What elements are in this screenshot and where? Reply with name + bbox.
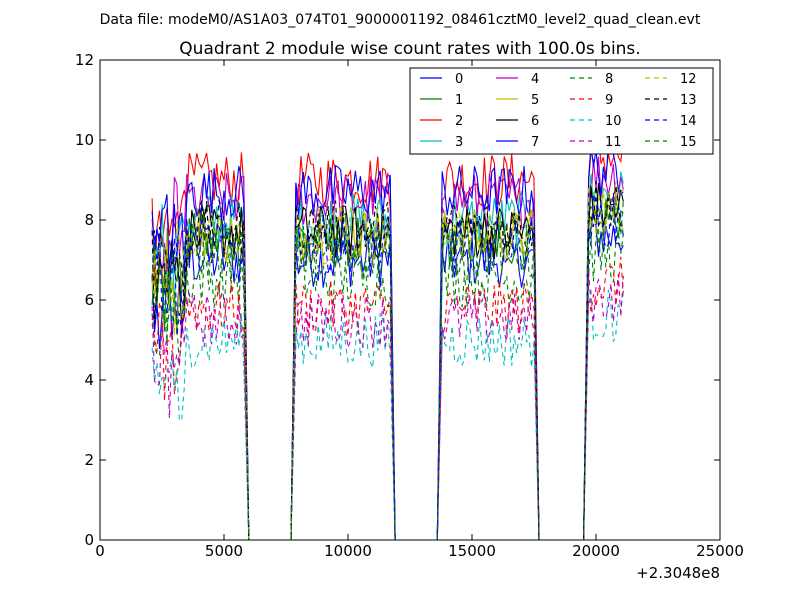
x-tick-label: 5000 (205, 542, 243, 560)
series-line-7 (151, 141, 624, 541)
legend-label-5: 5 (531, 93, 539, 108)
legend-box (409, 67, 714, 155)
legend-label-8: 8 (605, 72, 613, 87)
series-line-8 (151, 228, 624, 541)
x-tick-label: 20000 (572, 542, 620, 560)
x-tick-label: 15000 (448, 542, 496, 560)
y-tick-label: 12 (75, 51, 94, 69)
legend-label-14: 14 (680, 114, 697, 129)
y-tick-label: 4 (84, 371, 94, 389)
series-line-13 (151, 181, 624, 541)
series-line-6 (151, 183, 624, 541)
series-line-2 (151, 134, 624, 541)
y-tick-label: 2 (84, 451, 94, 469)
legend-label-11: 11 (605, 135, 622, 150)
chart-title: Quadrant 2 module wise count rates with … (179, 39, 640, 59)
legend-label-9: 9 (605, 93, 613, 108)
x-tick-label: 0 (95, 542, 105, 560)
legend-label-7: 7 (531, 135, 539, 150)
legend-label-10: 10 (605, 114, 622, 129)
series-line-4 (151, 156, 624, 541)
legend-label-0: 0 (455, 72, 463, 87)
series-line-12 (151, 181, 624, 541)
x-tick-label: 25000 (696, 542, 744, 560)
series-line-1 (151, 198, 624, 541)
figure-suptitle: Data file: modeM0/AS1A03_074T01_90000011… (100, 12, 701, 28)
legend-label-1: 1 (455, 93, 463, 108)
legend-label-6: 6 (531, 114, 539, 129)
legend-label-13: 13 (680, 93, 697, 108)
series-line-14 (151, 192, 624, 541)
y-tick-label: 0 (84, 531, 94, 549)
legend-label-4: 4 (531, 72, 539, 87)
x-tick-label: 10000 (324, 542, 372, 560)
series-line-11 (151, 270, 624, 541)
series-layer (151, 134, 624, 541)
x-offset-label: +2.3048e8 (636, 564, 720, 582)
series-line-9 (151, 256, 624, 541)
legend-label-15: 15 (680, 135, 697, 150)
series-line-15 (151, 201, 624, 541)
legend-label-12: 12 (680, 72, 697, 87)
legend-label-3: 3 (455, 135, 463, 150)
y-tick-label: 8 (84, 211, 94, 229)
y-tick-label: 10 (75, 131, 94, 149)
y-tick-label: 6 (84, 291, 94, 309)
legend-label-2: 2 (455, 114, 463, 129)
series-line-10 (151, 289, 624, 541)
